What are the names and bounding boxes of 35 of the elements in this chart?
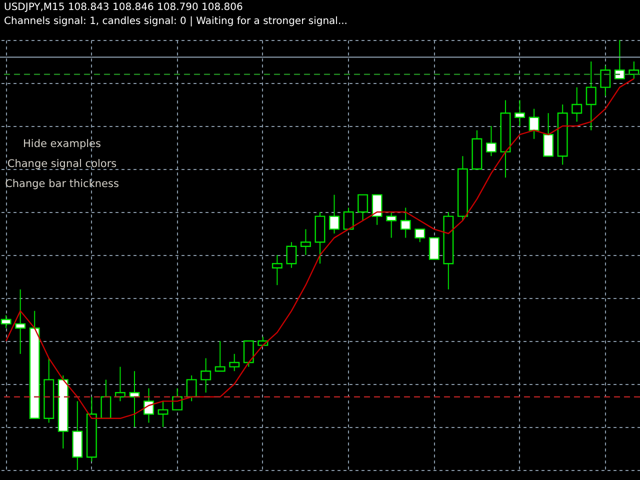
candlestick <box>414 228 426 243</box>
candlestick <box>528 108 540 140</box>
candlestick <box>372 194 382 226</box>
candlestick <box>114 366 126 402</box>
annotation: Change signal colors <box>7 158 117 170</box>
candlestick <box>428 237 440 260</box>
candlestick <box>329 194 340 234</box>
candlestick <box>600 65 611 96</box>
candlestick <box>486 126 496 157</box>
candlestick <box>400 207 411 238</box>
candlestick <box>229 353 240 372</box>
candlestick <box>514 100 526 126</box>
candlestick <box>572 86 582 122</box>
candlestick <box>200 358 212 394</box>
chart-subtitle: Channels signal: 1, candles signal: 0 | Waiting for a stronger signal... <box>4 16 348 27</box>
candlestick <box>214 340 226 372</box>
candlestick <box>0 314 12 329</box>
candlestick <box>300 228 311 256</box>
candlestick <box>243 340 254 368</box>
candlestick <box>158 400 168 428</box>
candlestick <box>100 379 112 419</box>
candlestick <box>186 374 197 402</box>
candlestick <box>15 288 26 354</box>
candlestick <box>586 61 596 131</box>
candlestick <box>358 194 368 222</box>
candlestick <box>614 40 625 80</box>
annotation: Hide examples <box>23 138 101 150</box>
candlestick <box>386 212 397 238</box>
candlestick <box>343 207 354 230</box>
candlestick <box>272 254 282 286</box>
chart-title: USDJPY,M15 108.843 108.846 108.790 108.806 <box>4 2 243 13</box>
annotation: Change bar thickness <box>5 178 119 190</box>
candlestick <box>543 112 554 157</box>
candlestick <box>144 388 154 424</box>
candlestick <box>286 242 297 268</box>
